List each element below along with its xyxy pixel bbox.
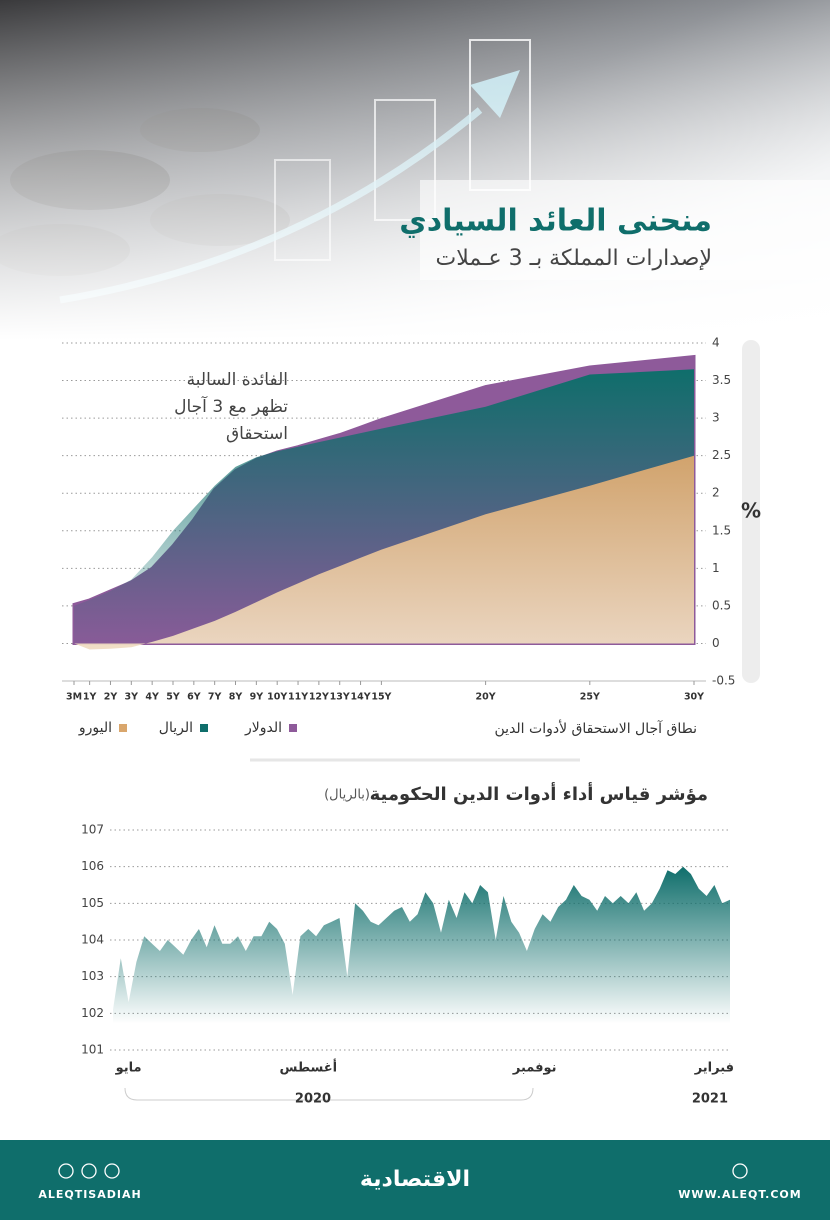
x-tick-label: 7Y <box>208 692 222 703</box>
x-tick-label: 8Y <box>229 692 243 703</box>
yield-chart: 4 3.5 3 2.5 2 1.5 1 0.5 0 -0.5 3M 1Y 2Y 3Y 4Y 5Y 6Y 7Y 8Y 9… <box>62 336 735 703</box>
x-tick-label: 2Y <box>104 692 118 703</box>
y-tick-label: 105 <box>81 896 104 910</box>
title: منحنى العائد السيادي <box>399 204 712 239</box>
subtitle: لإصدارات المملكة بـ 3 عـملات <box>436 246 713 271</box>
x-tick-label: 3M <box>66 692 82 703</box>
y-tick-label: -0.5 <box>712 674 735 688</box>
header-image <box>0 0 830 340</box>
y-tick-label: 0.5 <box>712 598 731 612</box>
y-tick-label: 104 <box>81 933 104 947</box>
axis-band <box>742 340 760 683</box>
x-tick-label: 14Y <box>350 692 370 703</box>
x-tick-label: 12Y <box>309 692 329 703</box>
footer-handle: ALEQTISADIAH <box>38 1188 141 1201</box>
annotation: الفائدة السالبة <box>187 370 288 390</box>
x-tick-label: 1Y <box>83 692 97 703</box>
y-tick-label: 106 <box>81 859 104 873</box>
web-icon <box>732 1163 748 1179</box>
y-tick-label: 103 <box>81 969 104 983</box>
legend-swatch <box>289 724 297 732</box>
x-tick-label: 4Y <box>145 692 159 703</box>
y-tick-label: 102 <box>81 1006 104 1020</box>
x-tick-label: 25Y <box>580 692 600 703</box>
y-axis-label: % <box>741 499 761 523</box>
annotation: استحقاق <box>226 424 288 444</box>
x-tick-label: 3Y <box>125 692 139 703</box>
series-area <box>74 455 694 650</box>
x-tick-label: 9Y <box>250 692 264 703</box>
footer-band <box>0 1140 830 1220</box>
x-tick-label: مايو <box>115 1061 142 1076</box>
y-tick-label: 107 <box>81 823 104 837</box>
x-tick-label: 6Y <box>187 692 201 703</box>
y-tick-label: 2 <box>712 486 720 500</box>
legend-swatch <box>119 724 127 732</box>
x-tick-label: 30Y <box>684 692 704 703</box>
y-tick-label: 3.5 <box>712 373 731 387</box>
legend-label: الدولار <box>244 720 282 736</box>
chart-title: مؤشر قياس أداء أدوات الدين الحكومية <box>370 782 708 805</box>
x-tick-label: 10Y <box>267 692 287 703</box>
y-tick-label: 2.5 <box>712 448 731 462</box>
index-chart: 107 106 105 104 103 102 101 مايو أغسطس نوفمبر فبرا… <box>81 823 734 1076</box>
year-label: 2020 <box>295 1092 331 1107</box>
x-tick-label: 15Y <box>371 692 391 703</box>
y-tick-label: 3 <box>712 411 720 425</box>
year-bracket <box>124 1087 534 1101</box>
x-tick-label: 20Y <box>476 692 496 703</box>
footer-website: WWW.ALEQT.COM <box>678 1188 801 1201</box>
x-tick-label: فبراير <box>694 1061 734 1076</box>
x-axis-label: نطاق آجال الاستحقاق لأدوات الدين <box>495 719 697 737</box>
year-label: 2021 <box>692 1092 728 1107</box>
y-tick-label: 4 <box>712 336 720 350</box>
legend-label: اليورو <box>78 720 112 736</box>
legend-label: الريال <box>159 720 193 736</box>
legend-swatch <box>200 724 208 732</box>
chart-subtitle: (بالريال) <box>324 788 370 803</box>
index-area <box>113 866 730 1024</box>
x-tick-label: نوفمبر <box>512 1061 557 1076</box>
y-tick-label: 0 <box>712 636 720 650</box>
annotation: تظهر مع 3 آجال <box>174 395 288 417</box>
x-tick-label: 11Y <box>288 692 308 703</box>
y-tick-label: 101 <box>81 1043 104 1057</box>
x-tick-label: أغسطس <box>279 1059 337 1076</box>
y-tick-label: 1 <box>712 561 720 575</box>
x-tick-label: 5Y <box>166 692 180 703</box>
y-tick-label: 1.5 <box>712 523 731 537</box>
social-icons <box>58 1163 120 1179</box>
footer-logo: الاقتصادية <box>360 1167 470 1192</box>
x-tick-label: 13Y <box>330 692 350 703</box>
